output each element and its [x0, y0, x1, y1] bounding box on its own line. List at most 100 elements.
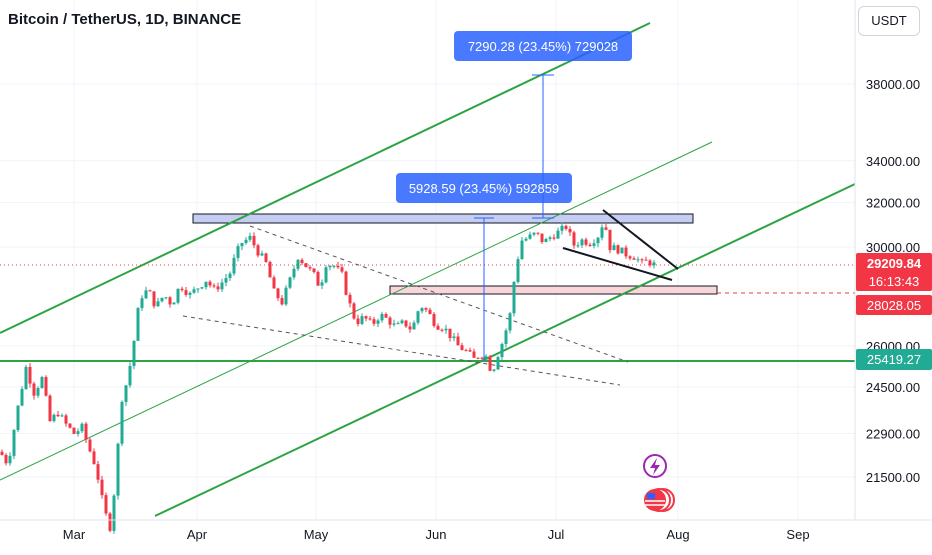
- candle-body: [201, 287, 204, 288]
- candle-body: [173, 303, 176, 305]
- candle-body: [601, 227, 604, 237]
- candle-body: [93, 451, 96, 464]
- candle-body: [337, 266, 340, 267]
- time-tick-label: Apr: [187, 527, 208, 542]
- candle-body: [441, 330, 444, 331]
- candle-body: [61, 415, 64, 416]
- measure-label-lower[interactable]: 5928.59 (23.45%) 592859: [396, 173, 572, 203]
- time-axis[interactable]: Mar Apr May Jun Jul Aug Sep: [63, 527, 810, 542]
- candle-body: [393, 323, 396, 324]
- level-price-label: 28028.05: [856, 295, 932, 315]
- candle-body: [65, 415, 68, 423]
- trend-lines: [0, 23, 855, 516]
- candle-body: [9, 456, 12, 463]
- candle-body: [617, 245, 620, 253]
- candle-body: [397, 323, 400, 324]
- candle-body: [277, 288, 280, 298]
- candle-body: [549, 237, 552, 239]
- candle-body: [509, 313, 512, 330]
- candle-body: [69, 424, 72, 428]
- time-tick-label: Sep: [786, 527, 809, 542]
- candle-body: [357, 318, 360, 323]
- measure-text-lower: 5928.59 (23.45%) 592859: [409, 181, 559, 196]
- candle-body: [257, 245, 260, 255]
- candle-body: [141, 298, 144, 308]
- candle-body: [181, 289, 184, 290]
- price-tick-label: 21500.00: [866, 470, 920, 485]
- candle-body: [281, 298, 284, 304]
- candle-body: [569, 229, 572, 232]
- time-tick-label: Aug: [666, 527, 689, 542]
- candle-body: [229, 274, 232, 278]
- candle-body: [1, 452, 4, 455]
- candle-body: [501, 344, 504, 357]
- price-tick-label: 30000.00: [866, 240, 920, 255]
- candle-body: [413, 323, 416, 330]
- candle-body: [305, 263, 308, 267]
- candle-body: [321, 282, 324, 285]
- lightning-event-icon[interactable]: [644, 455, 666, 477]
- time-tick-label: Jul: [548, 527, 565, 542]
- candle-body: [325, 267, 328, 282]
- candle-body: [477, 358, 480, 359]
- candle-body: [641, 259, 644, 260]
- candle-body: [645, 260, 648, 261]
- candle-body: [425, 308, 428, 310]
- candle-body: [233, 258, 236, 274]
- candle-body: [237, 246, 240, 258]
- symbol-title[interactable]: Bitcoin / TetherUS, 1D, BINANCE: [8, 11, 241, 28]
- candle-body: [637, 259, 640, 260]
- candle-body: [205, 282, 208, 287]
- candle-body: [5, 455, 8, 463]
- candles: [1, 223, 656, 534]
- candle-body: [265, 253, 268, 261]
- candle-body: [557, 231, 560, 239]
- price-tick-label: 24500.00: [866, 380, 920, 395]
- candle-body: [185, 290, 188, 295]
- candle-body: [113, 496, 116, 531]
- candle-body: [409, 326, 412, 329]
- price-tick-label: 34000.00: [866, 154, 920, 169]
- candle-body: [29, 367, 32, 384]
- candle-body: [221, 283, 224, 290]
- candle-body: [73, 428, 76, 434]
- currency-button[interactable]: USDT: [858, 6, 920, 36]
- candle-body: [253, 236, 256, 245]
- time-tick-label: May: [304, 527, 329, 542]
- candle-body: [137, 308, 140, 341]
- candle-body: [385, 314, 388, 318]
- last-price-label: 29209.84 16:13:43: [856, 253, 932, 291]
- candle-body: [273, 277, 276, 288]
- candle-body: [461, 345, 464, 350]
- candle-body: [421, 308, 424, 311]
- candle-body: [605, 227, 608, 229]
- candle-body: [493, 369, 496, 370]
- channel-lower-line: [155, 184, 855, 516]
- candle-body: [553, 237, 556, 238]
- candle-body: [341, 267, 344, 271]
- us-flag-event-icon[interactable]: [644, 489, 674, 511]
- grid: [0, 0, 855, 520]
- candle-body: [13, 430, 16, 456]
- candle-body: [37, 388, 40, 396]
- candle-body: [85, 424, 88, 440]
- candle-body: [469, 350, 472, 351]
- candle-body: [649, 260, 652, 265]
- candle-body: [109, 513, 112, 530]
- candle-body: [57, 415, 60, 416]
- candle-body: [449, 329, 452, 338]
- candle-body: [297, 260, 300, 269]
- candle-body: [81, 424, 84, 431]
- candle-body: [349, 295, 352, 304]
- support-price-label: 25419.27: [856, 349, 932, 370]
- candle-body: [457, 336, 460, 345]
- candle-body: [161, 298, 164, 301]
- measure-label-upper[interactable]: 7290.28 (23.45%) 729028: [454, 31, 632, 61]
- candle-body: [369, 318, 372, 319]
- candle-body: [529, 235, 532, 239]
- candle-body: [77, 431, 80, 434]
- candle-body: [133, 341, 136, 366]
- time-tick-label: Jun: [426, 527, 447, 542]
- candle-body: [581, 240, 584, 246]
- candle-body: [285, 288, 288, 305]
